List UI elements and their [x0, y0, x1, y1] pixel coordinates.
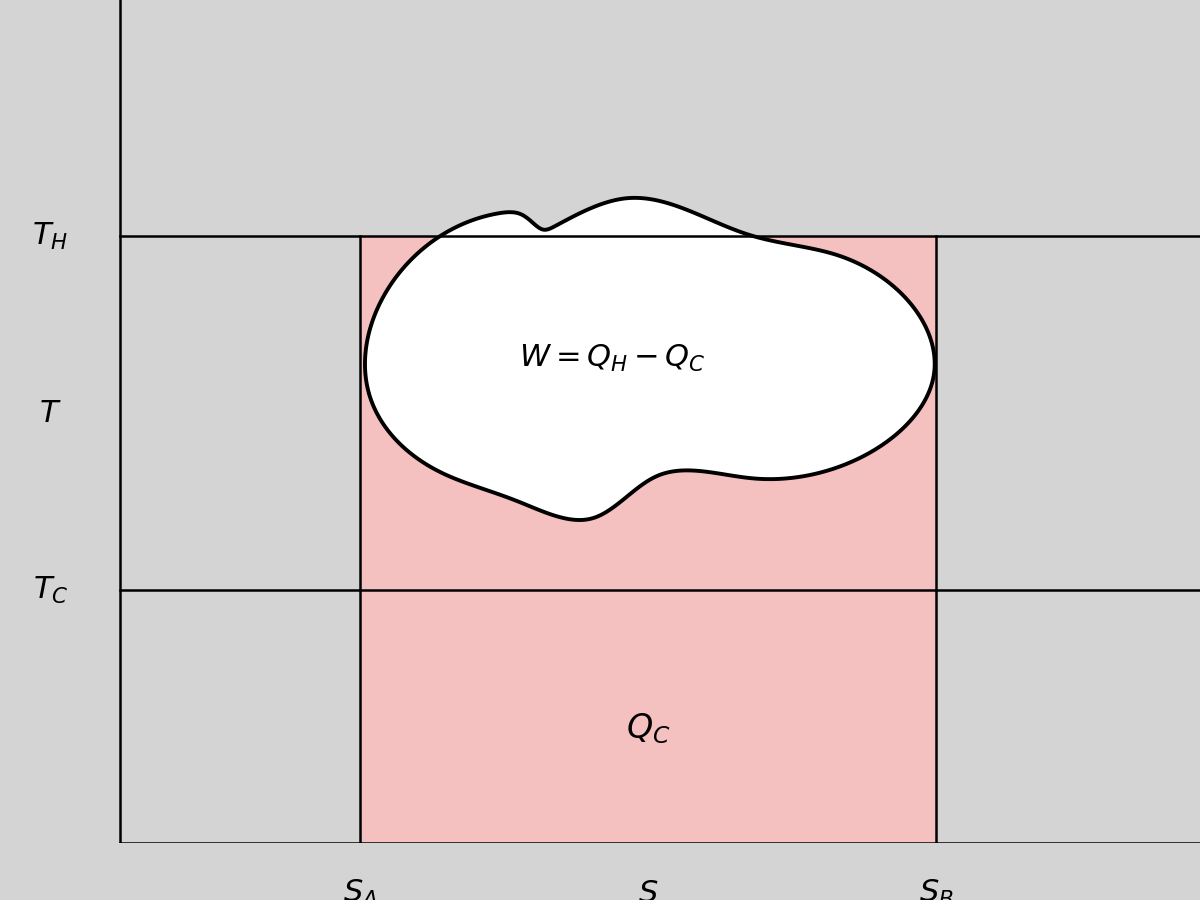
Text: $S_A$: $S_A$ — [343, 878, 377, 900]
Text: $S$: $S$ — [638, 879, 658, 900]
Text: $T$: $T$ — [40, 399, 61, 427]
Polygon shape — [365, 198, 935, 520]
Text: $W= Q_H- Q_C$: $W= Q_H- Q_C$ — [518, 343, 706, 373]
Text: $Q_C$: $Q_C$ — [625, 712, 671, 746]
Text: $T_C$: $T_C$ — [32, 574, 68, 606]
Text: $T_H$: $T_H$ — [32, 220, 68, 252]
Text: $S_B$: $S_B$ — [919, 878, 953, 900]
Polygon shape — [360, 236, 936, 843]
